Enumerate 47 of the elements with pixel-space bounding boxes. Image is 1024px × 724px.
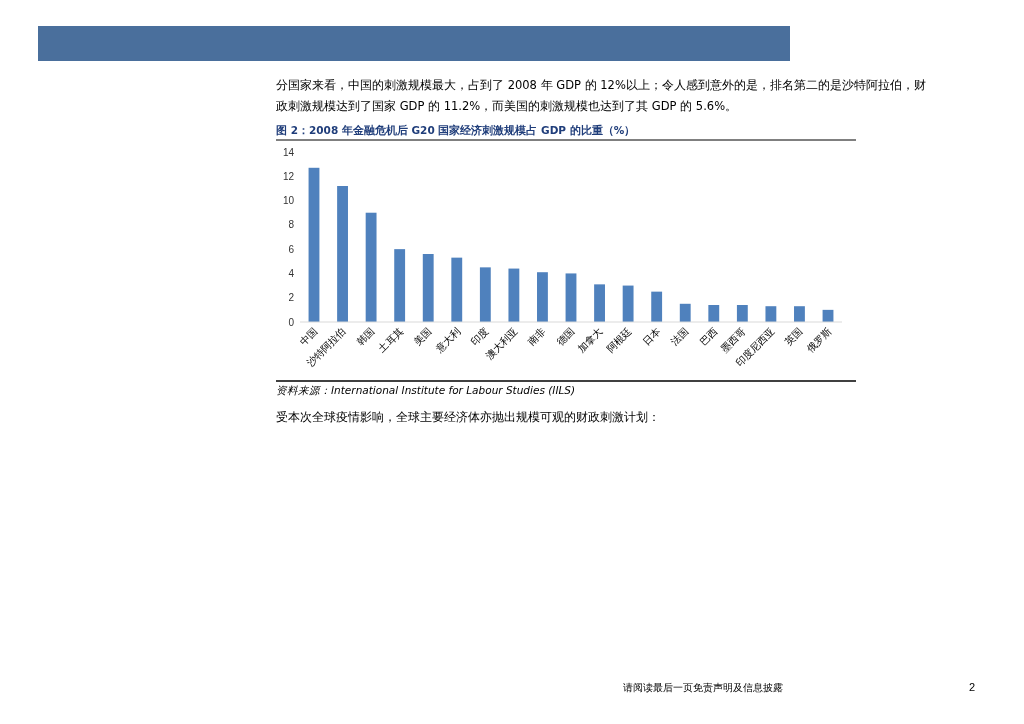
- x-tick-label: 德国: [554, 325, 577, 348]
- bar: [708, 305, 720, 322]
- y-tick-label: 6: [288, 243, 295, 255]
- x-tick-label: 南非: [525, 325, 548, 348]
- y-tick-label: 14: [282, 146, 295, 158]
- y-tick-label: 0: [288, 316, 295, 328]
- x-tick-label: 俄罗斯: [804, 325, 834, 355]
- x-tick-label: 加拿大: [575, 325, 605, 355]
- y-tick-label: 8: [288, 219, 295, 231]
- bar: [479, 267, 491, 322]
- text: 资料来源：International Institute for Labour Studies (IILS): [276, 384, 576, 396]
- chart-title: 图 2：2008 年金融危机后 G20 国家经济刺激规模占 GDP 的比重（%）: [276, 124, 636, 137]
- x-tick-label: 印度: [468, 325, 491, 348]
- bar: [736, 305, 748, 322]
- y-tick-label: 4: [288, 267, 295, 279]
- x-tick-label: 韩国: [354, 325, 377, 348]
- bar: [537, 272, 548, 322]
- bar: [337, 186, 348, 322]
- bar: [794, 306, 805, 322]
- y-tick-label: 10: [282, 195, 295, 207]
- x-tick-label: 土耳其: [376, 325, 406, 355]
- text: 请阅读最后一页免责声明及信息披露: [623, 682, 783, 693]
- bar: [765, 306, 777, 322]
- bar: [594, 284, 605, 322]
- bar: [451, 257, 463, 322]
- x-tick-label: 日本: [640, 325, 663, 348]
- bar: [365, 212, 377, 322]
- text: 2: [968, 681, 975, 693]
- bar: [679, 303, 691, 322]
- bar: [508, 268, 520, 322]
- text: 受本次全球疫情影响，全球主要经济体亦抛出规模可观的财政刺激计划：: [276, 410, 660, 424]
- x-tick-label: 阿根廷: [604, 325, 634, 355]
- x-tick-label: 法国: [668, 325, 691, 348]
- bar: [622, 285, 634, 322]
- x-tick-label: 美国: [411, 325, 434, 348]
- text: 分国家来看，中国的刺激规模最大，占到了 2008 年 GDP 的 12%以上；令人感到意外的是，排名第二的是沙特阿拉伯，财政刺激规模达到了国家 GDP 的 11.2%，而美国的刺激规模也达到了其 GDP 的 5.6%。: [276, 78, 926, 113]
- bar: [308, 167, 320, 322]
- y-tick-label: 2: [288, 292, 295, 304]
- bar: [394, 249, 406, 322]
- bar: [422, 254, 434, 322]
- x-tick-label: 英国: [782, 325, 805, 348]
- bar: [565, 273, 577, 322]
- bar: [651, 291, 663, 322]
- x-tick-label: 中国: [297, 325, 320, 348]
- y-tick-label: 12: [282, 170, 295, 182]
- x-tick-label: 巴西: [697, 325, 720, 348]
- x-tick-label: 意大利: [432, 325, 463, 356]
